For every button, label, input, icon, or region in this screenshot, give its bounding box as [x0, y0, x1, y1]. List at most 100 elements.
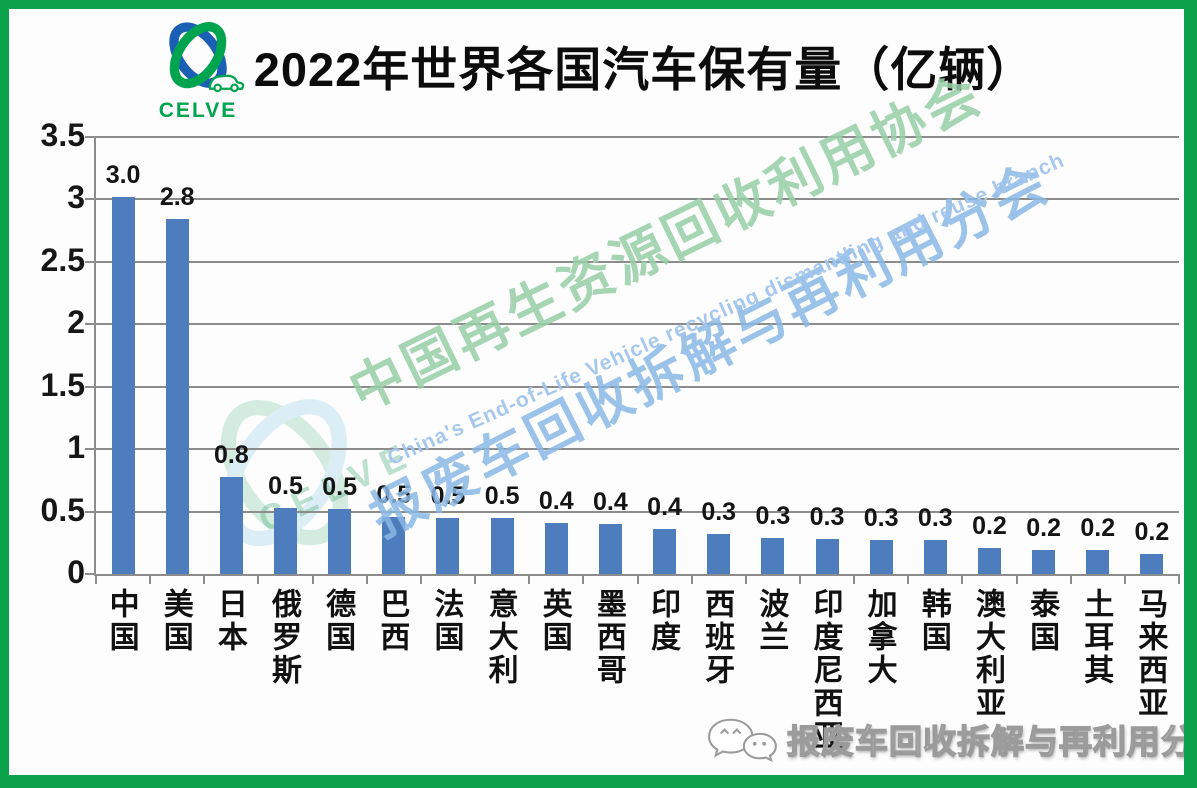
bar	[165, 219, 189, 574]
x-tick	[311, 574, 314, 584]
gridline	[96, 136, 1179, 138]
bar-value-label: 2.8	[159, 183, 195, 212]
y-tick-label: 2	[67, 304, 85, 341]
y-tick	[85, 323, 96, 326]
x-tick	[257, 574, 260, 584]
x-tick	[365, 574, 368, 584]
x-tick	[582, 574, 585, 584]
y-tick-label: 1	[67, 429, 85, 466]
x-category-label: 波兰	[754, 588, 788, 654]
gridline	[96, 510, 1179, 513]
bar-value-label: 0.4	[538, 486, 574, 515]
celve-logo: CELVE	[143, 14, 253, 123]
x-category-label: 日本	[212, 588, 246, 654]
x-tick	[690, 574, 693, 584]
x-tick	[474, 574, 477, 584]
bar-value-label: 0.3	[917, 504, 953, 533]
x-category-label: 韩国	[916, 588, 950, 654]
y-tick	[85, 573, 96, 575]
bar	[382, 516, 406, 574]
bar	[111, 196, 135, 574]
bar	[761, 537, 785, 574]
footer-watermark: 报废车回收拆解与再利用分会	[705, 715, 1197, 763]
bar-value-label: 0.2	[972, 511, 1007, 540]
footer-watermark-text: 报废车回收拆解与再利用分会	[786, 722, 1197, 760]
x-category-label: 法国	[429, 588, 463, 654]
gridline	[96, 448, 1179, 451]
bar	[274, 507, 298, 574]
y-tick-label: 3.5	[40, 117, 85, 153]
x-category-label: 英国	[537, 588, 571, 654]
x-category-label: 印度	[646, 588, 680, 654]
x-tick	[1015, 574, 1018, 584]
y-tick-label: 3	[67, 179, 85, 216]
x-category-label: 泰国	[1025, 588, 1059, 654]
bar-value-label: 0.2	[1080, 514, 1116, 543]
y-tick	[85, 198, 96, 201]
x-category-label: 德国	[321, 588, 355, 654]
y-tick	[85, 136, 96, 138]
y-tick-label: 0.5	[40, 491, 85, 528]
bar-value-label: 0.5	[484, 481, 520, 510]
x-category-label: 墨西哥	[591, 588, 625, 687]
bar	[869, 540, 893, 574]
car-icon	[209, 74, 245, 93]
y-tick-label: 1.5	[40, 366, 85, 403]
chart-title: 2022年世界各国汽车保有量（亿辆）	[253, 43, 1035, 96]
bar	[923, 540, 947, 574]
x-tick	[853, 574, 856, 584]
gridline	[96, 323, 1179, 326]
bar	[1140, 554, 1164, 574]
gridline	[96, 385, 1179, 388]
bar	[328, 509, 352, 574]
bar	[544, 522, 568, 574]
x-category-label: 印度尼西亚	[808, 588, 842, 753]
y-tick	[85, 510, 96, 513]
bar-value-label: 0.5	[268, 471, 303, 500]
bar-value-label: 0.3	[809, 503, 845, 532]
bar	[977, 547, 1001, 574]
x-category-label: 意大利	[483, 588, 517, 687]
x-tick	[636, 574, 639, 584]
bar-value-label: 0.4	[647, 493, 682, 522]
y-tick	[85, 260, 96, 263]
bar	[653, 529, 677, 574]
plot-area: 3.0 2.8 0.8 0.5 0.5 0.5 0.5 0.5 0.4 0.4 0.4 0.3 0.3 0…	[85, 136, 1180, 584]
y-tick	[85, 385, 96, 388]
bar	[490, 517, 514, 574]
bar-value-label: 0.5	[430, 481, 466, 510]
x-tick	[1123, 574, 1126, 584]
bar-value-label: 3.0	[105, 160, 141, 189]
celve-logo-icon	[169, 22, 245, 93]
bar	[1086, 550, 1110, 574]
x-tick	[744, 574, 747, 584]
y-tick-label: 0	[67, 554, 85, 590]
bar-value-label: 0.2	[1026, 514, 1061, 543]
bar-value-label: 0.5	[322, 473, 358, 502]
x-tick	[95, 574, 97, 584]
bar	[1032, 550, 1056, 574]
x-category-label: 马来西亚	[1133, 588, 1167, 720]
x-category-label: 俄罗斯	[267, 588, 301, 687]
bar	[219, 476, 243, 574]
x-tick	[907, 574, 910, 584]
x-category-label: 加拿大	[862, 588, 896, 687]
x-tick	[1178, 574, 1180, 584]
bar-value-label: 0.8	[213, 440, 249, 469]
bar-value-label: 0.2	[1134, 518, 1170, 547]
y-tick	[85, 448, 96, 451]
x-category-label: 澳大利亚	[970, 588, 1004, 720]
x-category-label: 西班牙	[700, 588, 734, 687]
wechat-icon	[708, 718, 777, 762]
x-tick	[149, 574, 152, 584]
x-category-label: 美国	[158, 588, 192, 654]
x-category-label: 土耳其	[1079, 588, 1113, 687]
x-category-label: 中国	[104, 588, 138, 654]
bar-value-label: 0.3	[755, 501, 791, 530]
x-tick	[203, 574, 206, 584]
y-tick-label: 2.5	[40, 241, 85, 278]
bar	[436, 517, 460, 574]
x-tick	[528, 574, 531, 584]
y-axis-labels: 3.5 3 2.5 2 1.5 1 0.5 0	[9, 117, 85, 590]
